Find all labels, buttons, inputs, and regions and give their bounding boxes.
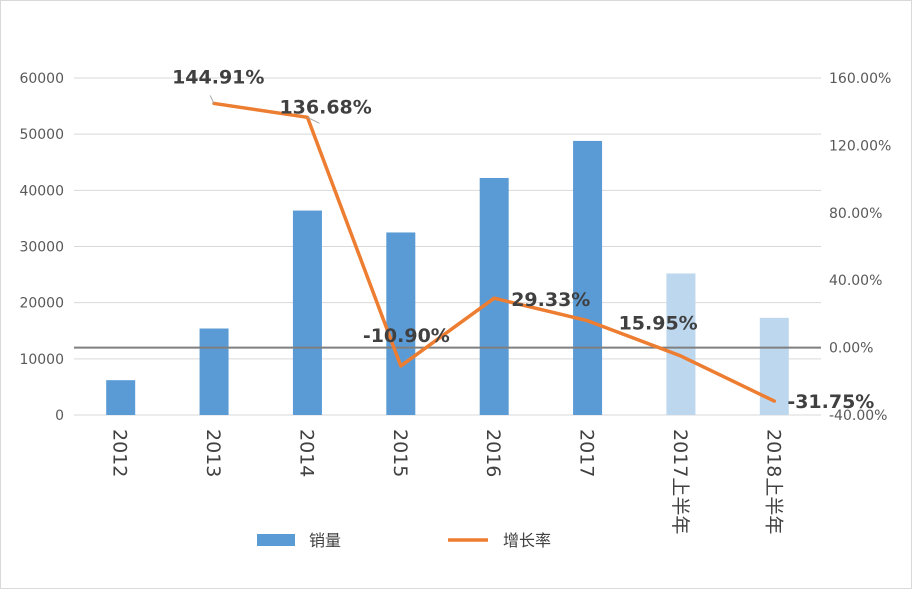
right-tick-label: 80.00% (829, 206, 882, 222)
growth-data-label: 15.95% (619, 313, 698, 335)
left-tick-label: 60000 (19, 71, 64, 87)
category-label: 2018上半年 (762, 429, 784, 534)
bar-series (106, 141, 789, 415)
legend-swatch-bar (257, 534, 295, 546)
category-label: 2017上半年 (669, 429, 691, 534)
legend-label-line: 增长率 (503, 531, 551, 550)
leader-line (210, 95, 214, 103)
category-label: 2016 (482, 429, 504, 477)
bar-2013 (200, 329, 229, 415)
left-tick-label: 0 (55, 408, 64, 424)
bar-2014 (293, 211, 322, 415)
left-tick-label: 40000 (19, 183, 64, 199)
growth-data-label: -31.75% (787, 391, 874, 413)
growth-data-label: 144.91% (172, 66, 264, 88)
category-label: 2012 (109, 429, 131, 477)
right-tick-label: 40.00% (829, 273, 882, 289)
left-tick-label: 20000 (19, 296, 64, 312)
left-tick-label: 30000 (19, 240, 64, 256)
category-label: 2014 (295, 429, 317, 477)
gridlines (74, 78, 821, 415)
category-label: 2013 (202, 429, 224, 477)
category-label: 2015 (389, 429, 411, 477)
growth-data-label: 29.33% (511, 289, 590, 311)
legend: 销量 增长率 (257, 531, 551, 550)
left-tick-label: 10000 (19, 352, 64, 368)
growth-data-label: 136.68% (279, 96, 371, 118)
category-label: 2017 (576, 429, 598, 477)
growth-data-label: -10.90% (363, 325, 450, 347)
right-tick-label: 120.00% (829, 138, 891, 154)
right-tick-label: 0.00% (829, 341, 873, 357)
left-tick-label: 50000 (19, 127, 64, 143)
right-axis-ticks: -40.00%0.00%40.00%80.00%120.00%160.00% (829, 71, 891, 424)
category-axis-labels: 2012 2013 2014 2015 2016 2017 2017上半年 2018上半年 (109, 429, 785, 534)
bar-2017上半年 (666, 273, 695, 415)
bar-2012 (106, 380, 135, 415)
bar-2015 (386, 232, 415, 415)
bar-2017 (573, 141, 602, 415)
legend-label-bar: 销量 (309, 531, 341, 550)
right-tick-label: 160.00% (829, 71, 891, 87)
left-axis-ticks: 0 10000 20000 30000 40000 50000 60000 (19, 71, 64, 424)
